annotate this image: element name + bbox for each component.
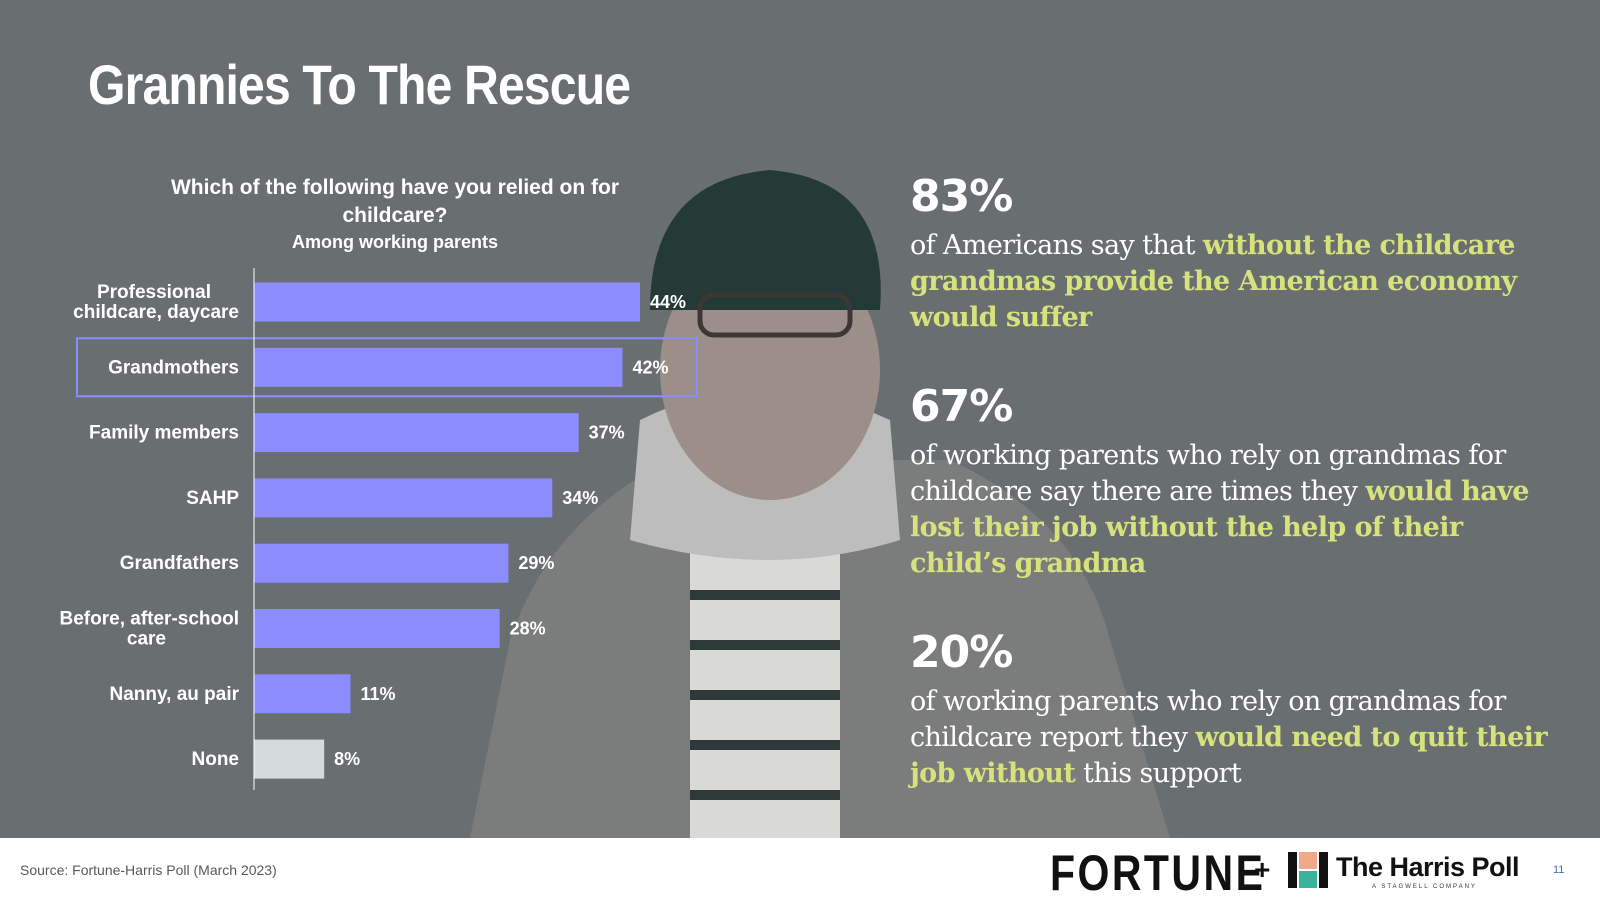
bar-grandfathers bbox=[254, 543, 509, 583]
category-label-grandfathers: Grandfathers bbox=[120, 553, 239, 574]
woman-photo bbox=[470, 170, 1170, 838]
stat-1-highlight: without the childcare grandmas provide t… bbox=[910, 230, 1517, 333]
chart-title: Which of the following have you relied o… bbox=[170, 176, 619, 227]
stat-1-text: of Americans say that without the childc… bbox=[910, 228, 1560, 336]
value-label-grandfathers: 29% bbox=[518, 553, 554, 573]
stat-3-text: of working parents who rely on grandmas … bbox=[910, 684, 1560, 792]
bar-chart: 44% Professional childcare, daycare 42% Gran… bbox=[60, 268, 698, 790]
stat-2-text-part: of working parents who rely on grandmas … bbox=[910, 440, 1506, 507]
stat-3-pct: 20% bbox=[910, 627, 1013, 678]
category-label-grandmothers: Grandmothers bbox=[108, 357, 239, 378]
stat-1-pct: 83% bbox=[910, 171, 1013, 222]
chart-question: Which of the following have you relied o… bbox=[160, 174, 630, 254]
value-label-nanny-au-pair: 11% bbox=[361, 684, 396, 704]
source-note: Source: Fortune-Harris Poll (March 2023) bbox=[20, 862, 277, 878]
plus-sign: + bbox=[1254, 854, 1271, 885]
category-label-before-after-school-care: Before, after-school care bbox=[60, 609, 239, 650]
bar-sahp bbox=[254, 478, 553, 518]
bar-family-members bbox=[254, 413, 579, 453]
slide: Grannies To The Rescue Which of the foll… bbox=[0, 0, 1600, 838]
page-number: 11 bbox=[1553, 864, 1565, 876]
stat-3-text-end: this support bbox=[1075, 758, 1242, 789]
stat-3-text-part: of working parents who rely on grandmas … bbox=[910, 686, 1506, 753]
bar-professional-childcare-daycare bbox=[254, 282, 640, 322]
stat-1-text-part: of Americans say that bbox=[910, 230, 1203, 261]
stat-2: 67% of working parents who rely on grand… bbox=[910, 382, 1560, 582]
value-label-grandmothers: 42% bbox=[632, 357, 668, 377]
stat-1: 83% of Americans say that without the ch… bbox=[910, 172, 1560, 336]
value-label-before-after-school-care: 28% bbox=[510, 619, 546, 639]
stat-2-pct: 67% bbox=[910, 381, 1013, 432]
bar-none bbox=[254, 739, 325, 779]
fortune-logo: FORTUNE bbox=[1050, 845, 1266, 901]
value-label-family-members: 37% bbox=[589, 423, 625, 443]
bar-before-after-school-care bbox=[254, 609, 500, 648]
stat-2-text: of working parents who rely on grandmas … bbox=[910, 438, 1560, 582]
highlight-box-grandmothers bbox=[76, 337, 698, 398]
category-label-family-members: Family members bbox=[89, 423, 239, 444]
value-label-none: 8% bbox=[334, 749, 360, 769]
bar-nanny-au-pair bbox=[254, 674, 351, 714]
slide-title: Grannies To The Rescue bbox=[88, 53, 631, 116]
bar-grandmothers bbox=[254, 347, 623, 387]
harris-poll-logo-icon bbox=[1288, 852, 1328, 888]
category-label-nanny-au-pair: Nanny, au pair bbox=[109, 684, 239, 705]
stat-3-highlight: would need to quit their job without bbox=[910, 722, 1548, 789]
category-label-professional-childcare-daycare: Professional childcare, daycare bbox=[73, 282, 239, 323]
stat-3: 20% of working parents who rely on grand… bbox=[910, 628, 1560, 792]
value-label-sahp: 34% bbox=[562, 488, 598, 508]
category-label-sahp: SAHP bbox=[186, 488, 239, 509]
harris-poll-logo: The Harris Poll bbox=[1336, 852, 1520, 882]
stat-2-highlight: would have lost their job without the he… bbox=[910, 476, 1529, 579]
footer: Source: Fortune-Harris Poll (March 2023)… bbox=[0, 838, 1600, 903]
chart-subtitle: Among working parents bbox=[291, 232, 498, 252]
category-label-none: None bbox=[192, 749, 240, 770]
harris-poll-tagline: A STAGWELL COMPANY bbox=[1372, 884, 1477, 890]
value-label-professional-childcare-daycare: 44% bbox=[650, 292, 686, 312]
